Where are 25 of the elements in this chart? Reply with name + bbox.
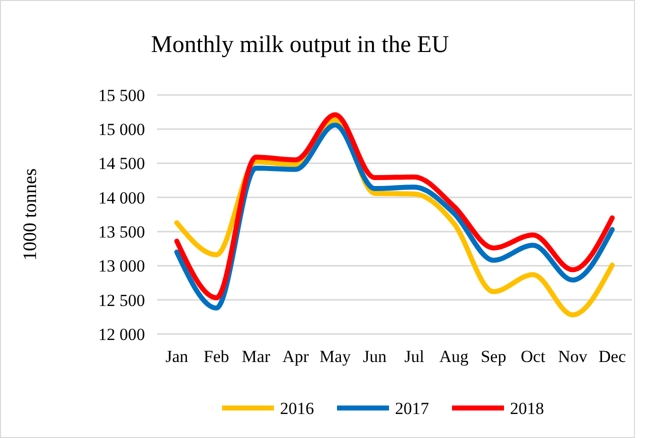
y-tick-label: 13 500 bbox=[98, 222, 145, 242]
y-axis-title: 1000 tonnes bbox=[20, 168, 41, 261]
y-tick-label: 14 000 bbox=[98, 188, 145, 208]
x-tick-label: Mar bbox=[242, 347, 270, 366]
legend-label: 2016 bbox=[280, 398, 314, 418]
y-tick-label: 12 000 bbox=[98, 324, 145, 344]
y-tick-label: 15 000 bbox=[98, 120, 145, 140]
x-tick-label: Aug bbox=[439, 347, 470, 366]
legend-label: 2018 bbox=[510, 398, 544, 418]
y-tick-label: 14 500 bbox=[98, 154, 145, 174]
y-tick-label: 13 000 bbox=[98, 256, 145, 276]
x-tick-label: Feb bbox=[204, 347, 230, 366]
chart-title: Monthly milk output in the EU bbox=[151, 32, 449, 58]
x-tick-label: May bbox=[320, 347, 352, 366]
x-tick-label: Sep bbox=[480, 347, 506, 366]
y-tick-label: 12 500 bbox=[98, 290, 145, 310]
y-tick-label: 15 500 bbox=[98, 86, 145, 105]
x-tick-label: Jul bbox=[404, 347, 424, 366]
legend-label: 2017 bbox=[395, 398, 430, 418]
x-tick-label: Nov bbox=[558, 347, 588, 366]
x-tick-label: Oct bbox=[520, 347, 546, 366]
x-tick-label: Apr bbox=[282, 347, 310, 366]
x-tick-label: Jun bbox=[362, 347, 388, 366]
x-tick-label: Dec bbox=[598, 347, 626, 366]
x-tick-label: Jan bbox=[165, 347, 189, 366]
